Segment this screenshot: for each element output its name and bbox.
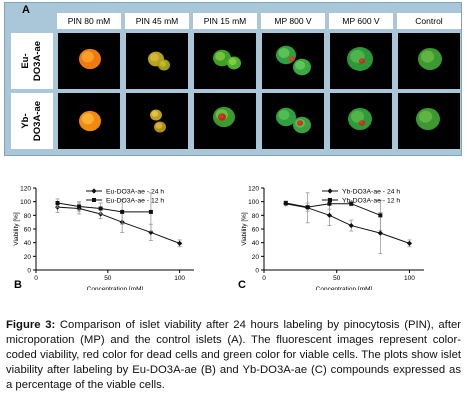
x-tick-label: 100 xyxy=(174,275,185,282)
x-tick-label: 0 xyxy=(34,275,38,282)
x-tick-label: 50 xyxy=(333,275,341,282)
column-header-pin-15: PIN 15 mM xyxy=(193,13,257,29)
micrograph-yb-pin-15 xyxy=(194,93,256,149)
chart-b-eu-viability: 0 20 40 60 80 100 120 0 50 100 Viability [%] Concen… xyxy=(4,180,210,293)
micrograph-eu-mp-600 xyxy=(330,33,392,89)
micrograph-eu-pin-15 xyxy=(194,33,256,89)
micrograph-eu-control xyxy=(398,33,460,89)
y-axis-label: Viability [%] xyxy=(241,212,248,246)
y-tick-label: 80 xyxy=(24,213,32,220)
series-line-2 xyxy=(285,202,381,216)
data-point xyxy=(77,204,82,209)
y-tick-label: 20 xyxy=(252,254,260,261)
y-axis-label: Viability [%] xyxy=(13,212,20,246)
data-point xyxy=(327,201,332,206)
chart-c-yb-viability: 0 20 40 60 80 100 120 0 50 100 Viability [%] Concen… xyxy=(230,180,462,293)
column-header-control: Control xyxy=(397,13,461,29)
y-tick-label: 60 xyxy=(24,227,32,234)
micrograph-eu-pin-45 xyxy=(126,33,188,89)
data-point xyxy=(378,213,383,218)
data-point xyxy=(348,222,354,229)
data-point xyxy=(283,201,288,206)
micrograph-yb-mp-800 xyxy=(262,93,324,149)
legend-marker xyxy=(91,188,97,194)
legend-marker xyxy=(327,188,333,194)
legend-label: Yb-DO3A-ae - 24 h xyxy=(342,189,400,196)
legend-label: Yb-DO3A-ae - 12 h xyxy=(342,198,400,205)
micrograph-yb-control xyxy=(398,93,460,149)
micrograph-eu-mp-800 xyxy=(262,33,324,89)
series-line-1 xyxy=(57,206,180,244)
data-point xyxy=(177,240,183,246)
legend-marker xyxy=(328,198,332,202)
x-tick-label: 100 xyxy=(404,275,415,282)
data-point xyxy=(326,212,333,218)
y-tick-label: 100 xyxy=(20,199,31,206)
column-header-mp-800: MP 800 V xyxy=(261,13,325,29)
caption-label: Figure 3: xyxy=(6,319,56,331)
row-label-eu: Eu- DO3A-ae xyxy=(11,33,53,89)
data-point xyxy=(406,240,413,246)
data-point xyxy=(148,209,153,214)
column-header-mp-600: MP 600 V xyxy=(329,13,393,29)
x-axis-label: Concentration [mM] xyxy=(316,286,373,290)
column-header-pin-80: PIN 80 mM xyxy=(57,13,121,29)
y-tick-label: 60 xyxy=(252,227,260,234)
legend-label: Eu-DO3A-ae - 12 h xyxy=(106,198,164,205)
x-tick-label: 50 xyxy=(104,275,112,282)
legend-label: Eu-DO3A-ae - 24 h xyxy=(106,189,164,196)
panel-a-letter: A xyxy=(22,4,30,16)
x-tick-label: 0 xyxy=(262,275,266,282)
y-tick-label: 20 xyxy=(24,254,32,261)
micrograph-yb-pin-45 xyxy=(126,93,188,149)
micrograph-yb-pin-80 xyxy=(58,93,120,149)
data-point xyxy=(98,206,103,211)
panel-a-micrograph-grid: A PIN 80 mM PIN 45 mM PIN 15 mM MP 800 V MP … xyxy=(4,2,462,156)
series-line-1 xyxy=(285,203,410,244)
y-tick-label: 0 xyxy=(255,268,259,275)
y-tick-label: 80 xyxy=(252,213,260,220)
data-point xyxy=(120,209,125,214)
y-tick-label: 40 xyxy=(252,240,260,247)
figure-caption: Figure 3: Comparison of islet viability … xyxy=(6,318,461,393)
data-point xyxy=(55,201,60,206)
caption-text: Comparison of islet viability after 24 h… xyxy=(6,319,461,391)
y-tick-label: 120 xyxy=(248,186,259,193)
data-point xyxy=(349,201,354,206)
data-point xyxy=(305,205,310,210)
y-tick-label: 40 xyxy=(24,240,32,247)
column-header-pin-45: PIN 45 mM xyxy=(125,13,189,29)
y-tick-label: 120 xyxy=(20,186,31,193)
micrograph-yb-mp-600 xyxy=(330,93,392,149)
panel-letter: C xyxy=(238,279,246,290)
y-tick-label: 0 xyxy=(27,268,31,275)
data-point xyxy=(377,230,383,236)
panel-letter: B xyxy=(14,279,22,290)
row-label-yb: Yb- DO3A-ae xyxy=(11,93,53,149)
x-axis-label: Concentration [mM] xyxy=(87,286,144,290)
legend-marker xyxy=(92,198,96,202)
micrograph-eu-pin-80 xyxy=(58,33,120,89)
y-tick-label: 100 xyxy=(248,199,259,206)
